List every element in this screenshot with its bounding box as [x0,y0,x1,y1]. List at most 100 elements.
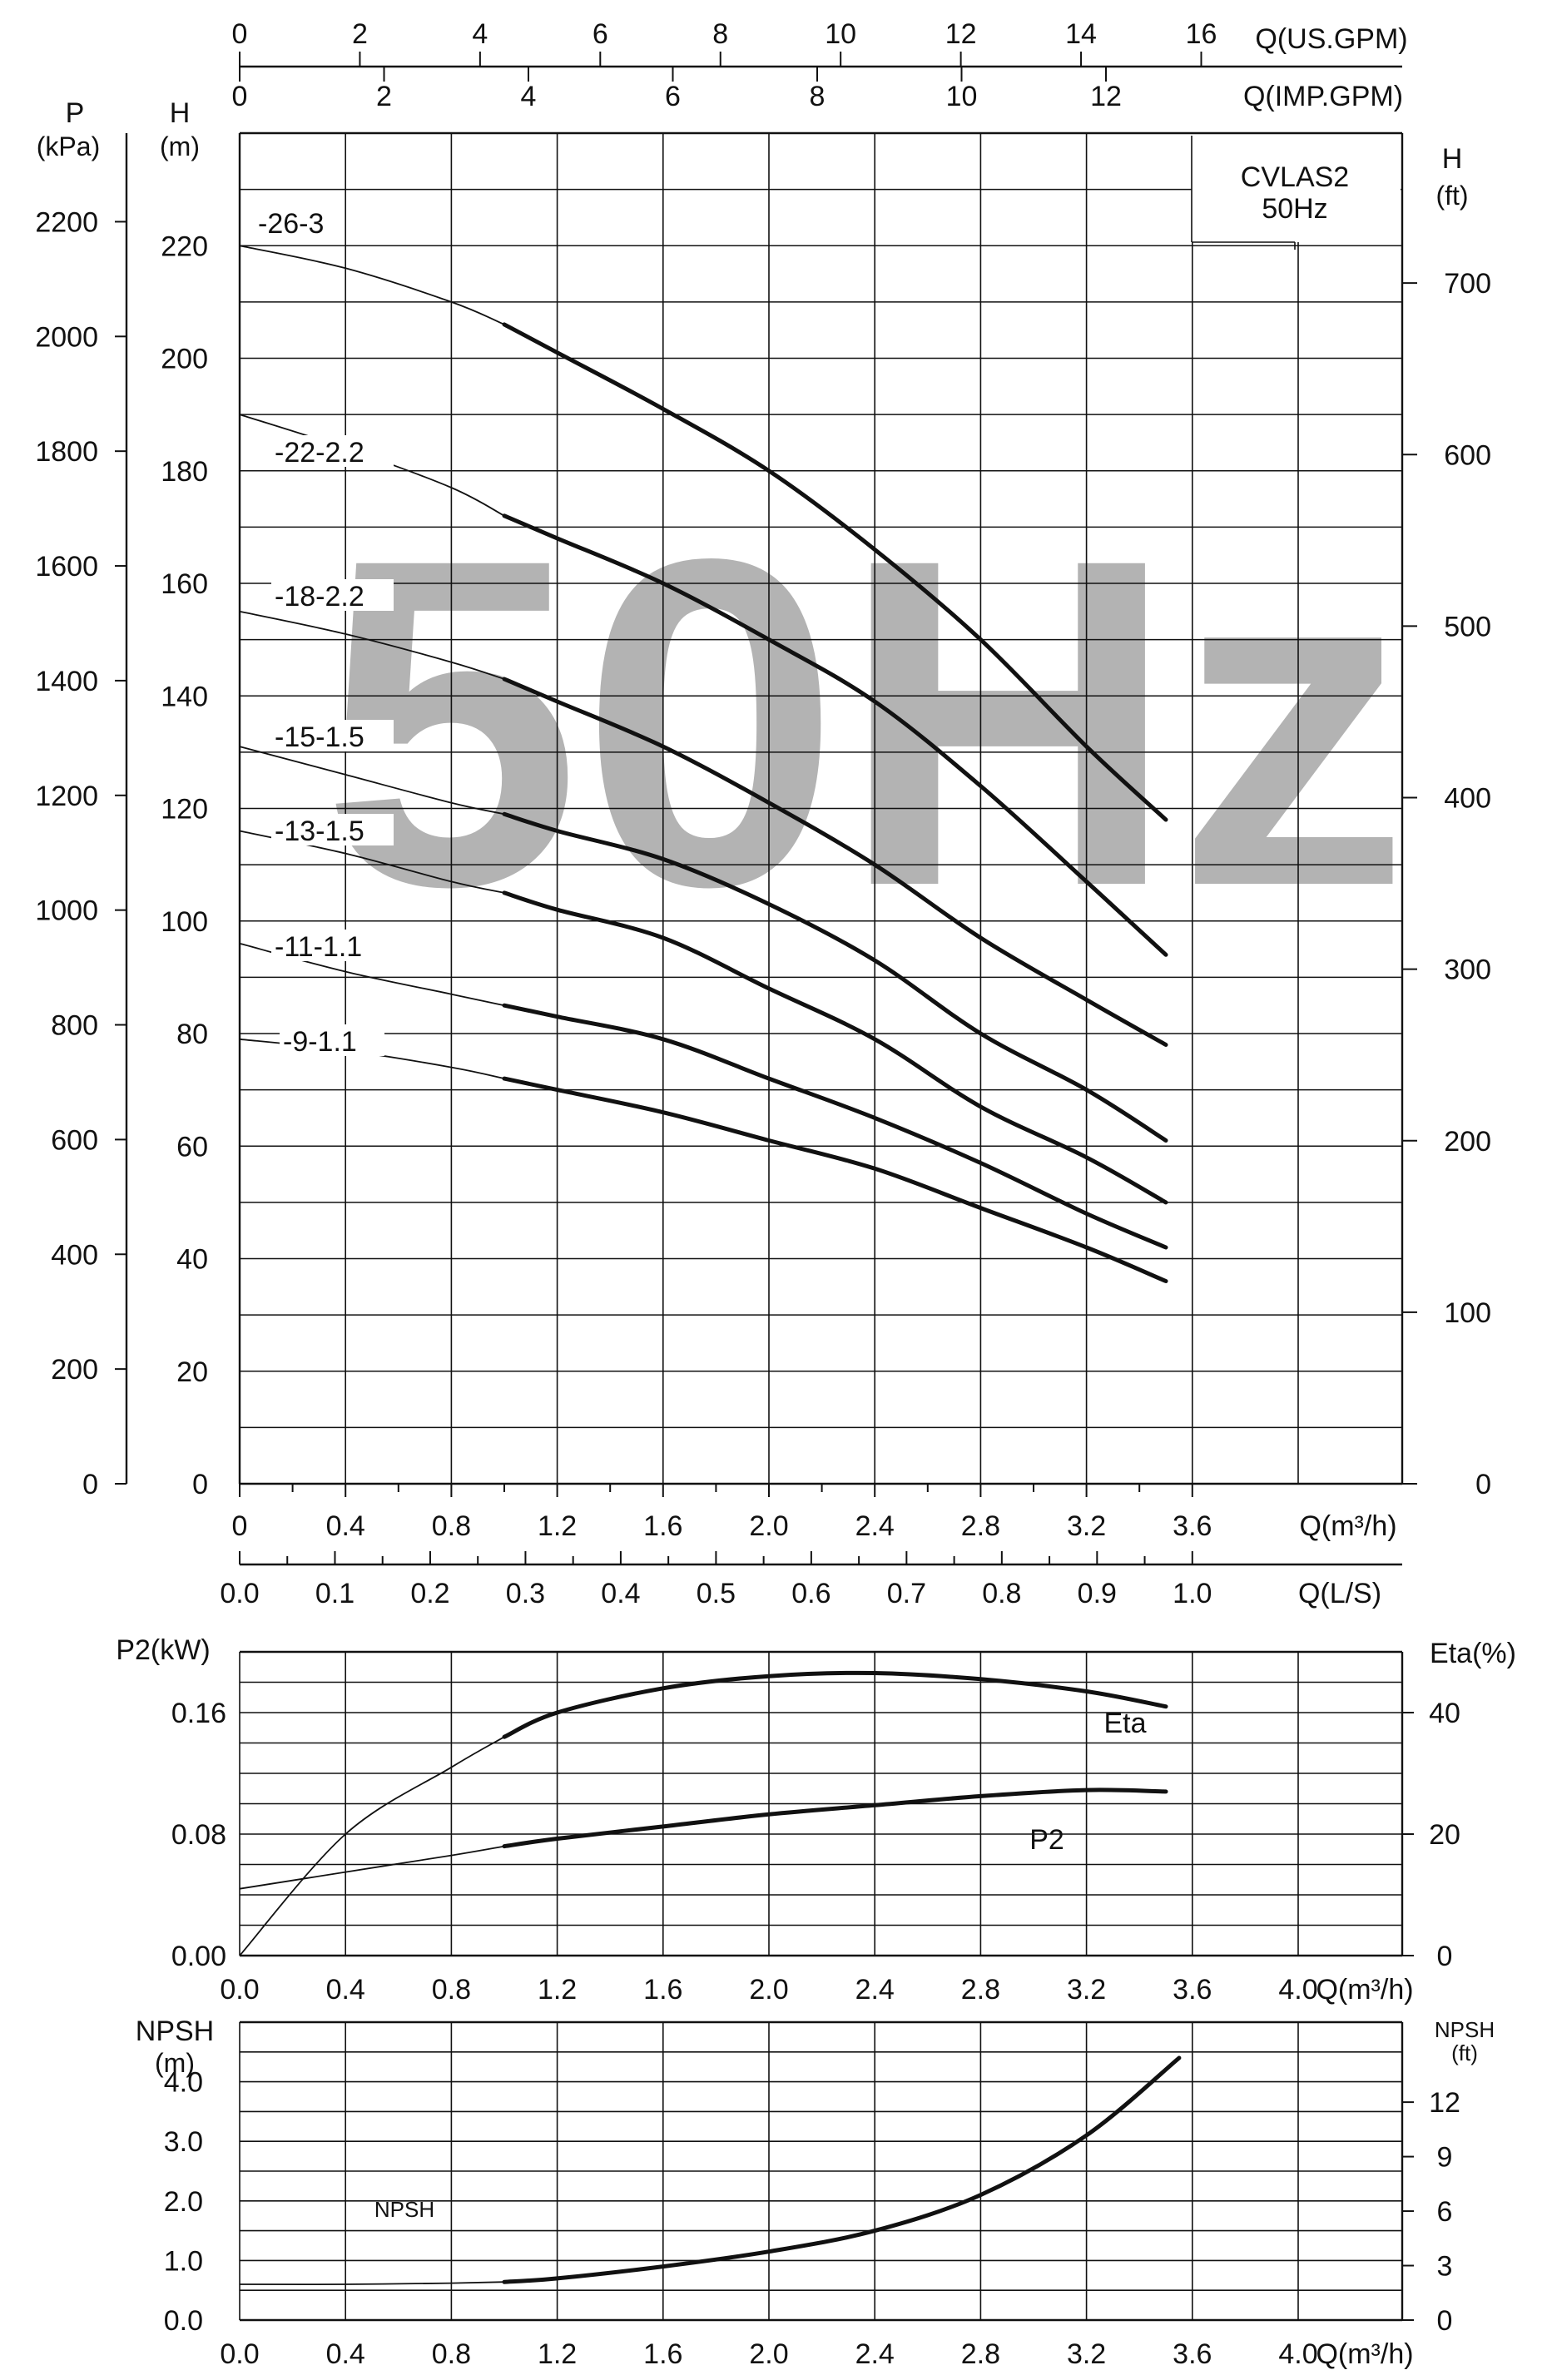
us-gpm-tick-label: 4 [472,18,488,50]
pressure-tick-label: 1200 [35,781,98,812]
npsh-ft-tick-label: 6 [1437,2196,1453,2228]
p-x-tick-label: 0.4 [326,1974,365,2006]
eta-curve [502,1670,1168,1739]
h-axis-label: H [170,97,191,129]
pressure-tick-label: 800 [51,1010,98,1042]
h-tick-label: 140 [161,681,208,712]
ft-axis-label: H [1442,143,1463,175]
h-tick-label: 180 [161,456,208,488]
ls-tick-label: 0.4 [601,1578,640,1609]
watermark-text: 50Hz [321,462,1409,983]
npsh-ft-tick-label: 3 [1437,2251,1453,2283]
npsh-ft-tick-label: 12 [1429,2087,1460,2119]
n-x-tick-label: 1.2 [538,2338,577,2370]
p-x-tick-label: 4.0 [1278,1974,1317,2006]
imp-gpm-tick-label: 6 [665,81,681,112]
imp-gpm-tick-label: 8 [810,81,826,112]
head-curve [502,1003,1168,1250]
us-gpm-tick-label: 2 [352,18,368,50]
ft-tick-label: 400 [1444,783,1491,815]
p-x-tick-label: 0.8 [432,1974,471,2006]
curve-label-bg [271,814,394,845]
head-curve [502,513,1168,957]
p2-curve [502,1787,1168,1849]
head-curve [502,1076,1168,1283]
n-x-axis-label: Q(m³/h) [1316,2338,1413,2370]
pressure-axis-unit: (kPa) [37,131,100,161]
imp-gpm-tick-label: 0 [232,81,248,112]
m3h-tick-label: 0.8 [432,1510,471,1542]
head-curve [502,322,1168,822]
ft-axis-unit: (ft) [1435,181,1468,211]
p-x-tick-label: 2.0 [749,1974,788,2006]
eta-tick-label: 40 [1429,1698,1460,1729]
us-gpm-tick-label: 10 [825,18,856,50]
ls-tick-label: 0.5 [697,1578,736,1609]
ls-tick-label: 0.3 [506,1578,545,1609]
n-x-tick-label: 0.4 [326,2338,365,2370]
head-curve [502,811,1168,1143]
pressure-tick-label: 200 [51,1354,98,1386]
imp-gpm-axis-label: Q(IMP.GPM) [1243,81,1403,112]
legend-box-bg [1192,136,1401,242]
pressure-tick-label: 600 [51,1124,98,1156]
us-gpm-tick-label: 14 [1065,18,1097,50]
head-curve [502,677,1168,1047]
ls-tick-label: 1.0 [1173,1578,1212,1609]
eta-axis-label: Eta(%) [1430,1638,1516,1669]
npsh-tick-label: 4.0 [164,2067,203,2099]
chart-subtitle: 50Hz [1262,193,1327,225]
m3h-tick-label: 0.4 [326,1510,365,1542]
curve-label-bg [271,579,394,611]
p2-curve-label: P2 [1029,1824,1064,1856]
us-gpm-tick-label: 12 [945,18,977,50]
ft-tick-label: 700 [1444,268,1491,300]
pressure-tick-label: 2000 [35,321,98,353]
curve-label-bg [271,435,394,467]
n-x-tick-label: 2.8 [961,2338,1000,2370]
pressure-tick-label: 2200 [35,206,98,238]
curve-label: -15-1.5 [275,721,364,753]
eta-curve-thin [239,1736,505,1956]
n-x-tick-label: 3.2 [1067,2338,1106,2370]
eta-tick-label: 0 [1437,1941,1453,1972]
p-x-tick-label: 2.4 [855,1974,895,2006]
ls-axis-label: Q(L/S) [1298,1578,1381,1609]
h-tick-label: 160 [161,568,208,600]
m3h-tick-label: 2.0 [749,1510,788,1542]
pressure-tick-label: 0 [82,1469,98,1500]
m3h-tick-label: 3.6 [1173,1510,1212,1542]
pressure-tick-label: 1600 [35,551,98,583]
m3h-tick-label: 2.4 [855,1510,895,1542]
imp-gpm-tick-label: 2 [376,81,392,112]
us-gpm-axis-label: Q(US.GPM) [1255,23,1407,55]
imp-gpm-tick-label: 4 [521,81,537,112]
curve-label: -13-1.5 [275,816,364,847]
p-x-tick-label: 3.2 [1067,1974,1106,2006]
h-tick-label: 100 [161,906,208,938]
curve-label-bg [255,206,342,238]
chart-title: CVLAS2 [1241,161,1349,193]
npsh-curve [502,2055,1182,2284]
pressure-tick-label: 1000 [35,895,98,927]
n-x-tick-label: 0.8 [432,2338,471,2370]
h-tick-label: 200 [161,344,208,375]
p2-axis-label: P2(kW) [116,1634,210,1666]
us-gpm-tick-label: 16 [1186,18,1217,50]
npsh-ft-tick-label: 9 [1437,2142,1453,2174]
n-x-tick-label: 0.0 [220,2338,259,2370]
ft-tick-label: 100 [1444,1297,1491,1329]
imp-gpm-tick-label: 12 [1090,81,1122,112]
pressure-tick-label: 1800 [35,436,98,468]
curve-label: -22-2.2 [275,437,364,469]
h-tick-label: 120 [161,794,208,826]
p-x-axis-label: Q(m³/h) [1316,1974,1413,2006]
p2-tick-label: 0.00 [171,1941,226,1972]
ls-tick-label: 0.9 [1078,1578,1117,1609]
curve-label-bg [271,720,394,751]
p2-curve-thin [239,1845,505,1890]
h-tick-label: 20 [176,1356,208,1388]
curve-label: -26-3 [258,208,324,240]
n-x-tick-label: 4.0 [1278,2338,1317,2370]
